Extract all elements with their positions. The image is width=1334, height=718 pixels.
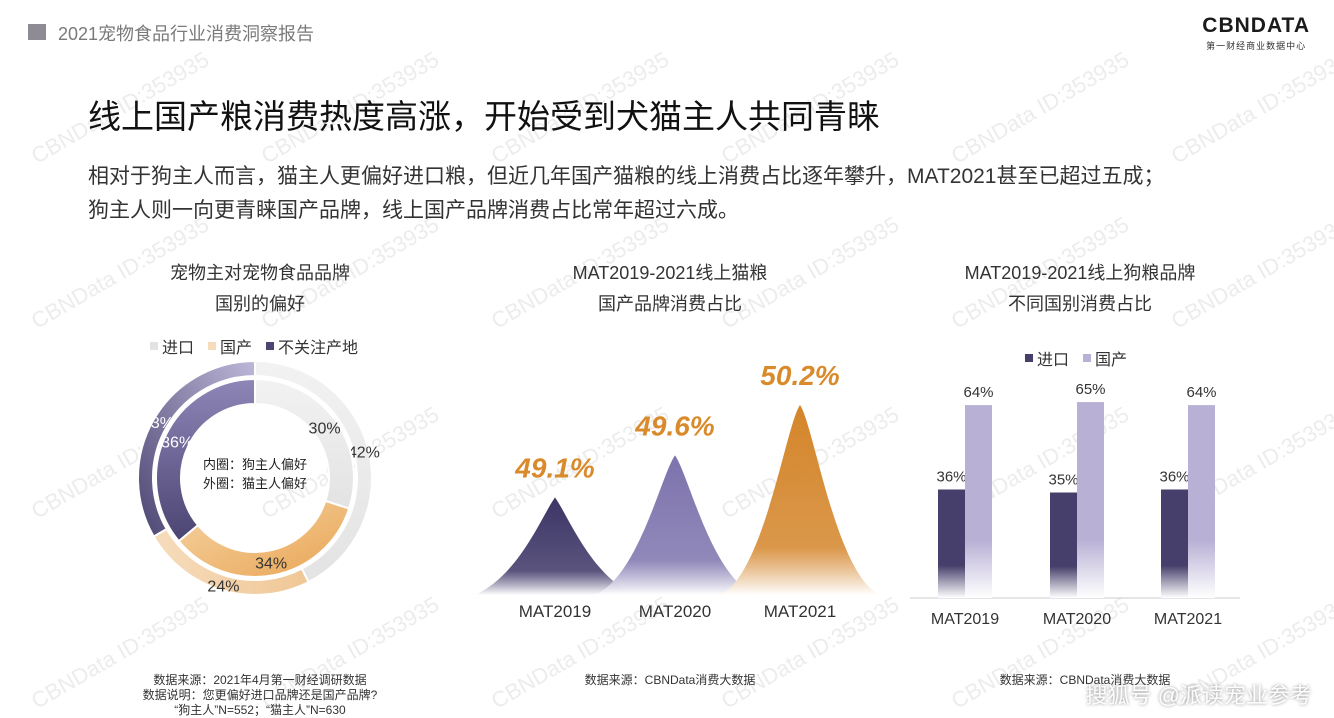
cone-value-label: 49.6% xyxy=(634,410,714,441)
cbndata-logo: CBNDATA 第一财经商业数据中心 xyxy=(1202,14,1310,52)
bar-category-label: MAT2021 xyxy=(1154,611,1222,628)
legend-swatch-import xyxy=(1025,354,1033,362)
watermark-text: CBNData ID:353935 xyxy=(946,46,1134,169)
legend-item-import: 进口 xyxy=(150,334,194,358)
title-marker xyxy=(28,24,46,40)
outer-ring-value-label-1: 24% xyxy=(207,578,239,595)
bar-category-label: MAT2020 xyxy=(1043,611,1111,628)
bar-value-label: 35% xyxy=(1048,472,1078,489)
legend-swatch-domestic xyxy=(208,342,217,350)
outer-ring-value-label-0: 42% xyxy=(348,445,380,462)
dog-title-line-1: MAT2019-2021线上狗粮品牌 xyxy=(964,263,1196,283)
legend-swatch-import xyxy=(150,342,158,350)
cat-title-line-1: MAT2019-2021线上猫粮 xyxy=(572,263,768,283)
legend-swatch-domestic xyxy=(1083,354,1092,362)
bar-value-label: 65% xyxy=(1075,381,1105,398)
cat-title-line-2: 国产品牌消费占比 xyxy=(598,294,742,314)
bar-value-label: 36% xyxy=(936,468,966,485)
donut-footnote-line-2: 数据说明：您更偏好进口品牌还是国产品牌? xyxy=(142,688,378,702)
donut-chart-title: 宠物主对宠物食品品牌 国别的偏好 xyxy=(100,258,420,320)
dog-bar-chart: 36% 64% MAT2019 35% 65% MAT2020 36% 64% MAT2021 xyxy=(910,381,1240,628)
outer-ring-slice-2 xyxy=(137,359,256,538)
subtitle-line-1: 相对于狗主人而言，猫主人更偏好进口粮，但近几年国产猫粮的线上消费占比逐年攀升，M… xyxy=(88,165,1165,188)
donut-title-line-1: 宠物主对宠物食品品牌 xyxy=(170,263,350,283)
source-tag: 搜狐号 @派读宠业参考 xyxy=(1085,683,1312,708)
page-subtitle: 相对于狗主人而言，猫主人更偏好进口粮，但近几年国产猫粮的线上消费占比逐年攀升，M… xyxy=(88,160,1288,228)
bar-进口 xyxy=(1161,489,1188,598)
legend-item-import: 进口 xyxy=(1025,346,1069,370)
bar-category-label: MAT2019 xyxy=(931,611,999,628)
donut-legend: 进口 国产 不关注产地 xyxy=(150,334,358,358)
bar-国产 xyxy=(1077,402,1104,598)
watermark-text: CBNData ID:353935 xyxy=(1166,46,1334,169)
dog-footnote: 数据来源：CBNData消费大数据 xyxy=(999,673,1171,687)
donut-center-text-2: 外圈：猫主人偏好 xyxy=(203,476,307,491)
inner-ring-value-label-2: 36% xyxy=(161,434,193,451)
cat-cone-chart: 49.1% MAT2019 49.6% MAT2020 50.2% MAT2021 xyxy=(475,360,875,621)
cone-bar-MAT2019 xyxy=(475,497,635,595)
cone-bar-MAT2020 xyxy=(595,455,755,595)
bar-国产 xyxy=(965,405,992,598)
report-title: 2021宠物食品行业消费洞察报告 xyxy=(58,24,315,44)
bar-进口 xyxy=(938,489,965,598)
legend-item-domestic: 国产 xyxy=(1083,346,1127,370)
dog-title-line-2: 不同国别消费占比 xyxy=(1008,294,1152,314)
donut-footnote-line-1: 数据来源：2021年4月第一财经调研数据 xyxy=(153,673,367,687)
dog-chart-title: MAT2019-2021线上狗粮品牌 不同国别消费占比 xyxy=(905,258,1255,320)
cone-category-label: MAT2021 xyxy=(764,602,836,621)
legend-label-nocare: 不关注产地 xyxy=(278,340,359,357)
inner-ring-value-label-1: 34% xyxy=(255,555,287,572)
legend-item-domestic: 国产 xyxy=(208,334,252,358)
logo-main-text: CBNDATA xyxy=(1202,14,1310,37)
logo-sub-text: 第一财经商业数据中心 xyxy=(1206,41,1307,51)
outer-ring-value-label-2: 33% xyxy=(142,415,174,432)
legend-swatch-nocare xyxy=(266,342,275,350)
subtitle-line-2: 狗主人则一向更青睐国产品牌，线上国产品牌消费占比常年超过六成。 xyxy=(88,199,739,222)
inner-ring-slice-2 xyxy=(155,377,256,543)
legend-label-domestic: 国产 xyxy=(1095,352,1128,369)
cat-chart-title: MAT2019-2021线上猫粮 国产品牌消费占比 xyxy=(500,258,840,320)
bar-进口 xyxy=(1050,492,1077,598)
cone-value-label: 49.1% xyxy=(514,452,594,483)
cone-value-label: 50.2% xyxy=(760,360,839,391)
bar-value-label: 64% xyxy=(963,384,993,401)
page-headline: 线上国产粮消费热度高涨，开始受到犬猫主人共同青睐 xyxy=(88,98,880,135)
donut-footnote-line-3: “狗主人”N=552；“猫主人”N=630 xyxy=(174,703,346,717)
donut-title-line-2: 国别的偏好 xyxy=(215,294,305,314)
legend-item-nocare: 不关注产地 xyxy=(266,334,358,358)
cone-bar-MAT2021 xyxy=(720,405,875,595)
dog-legend: 进口 国产 xyxy=(1025,346,1127,370)
donut-center-text-1: 内圈：狗主人偏好 xyxy=(203,457,307,472)
legend-label-domestic: 国产 xyxy=(220,340,253,357)
inner-ring-value-label-0: 30% xyxy=(309,420,341,437)
cone-category-label: MAT2019 xyxy=(519,602,591,621)
cone-category-label: MAT2020 xyxy=(639,602,711,621)
bar-value-label: 36% xyxy=(1159,468,1189,485)
legend-label-import: 进口 xyxy=(1037,352,1070,369)
bar-国产 xyxy=(1188,405,1215,598)
bar-value-label: 64% xyxy=(1186,384,1216,401)
donut-footnote: 数据来源：2021年4月第一财经调研数据 数据说明：您更偏好进口品牌还是国产品牌… xyxy=(70,673,450,718)
legend-label-import: 进口 xyxy=(162,340,195,357)
cat-footnote: 数据来源：CBNData消费大数据 xyxy=(584,673,756,687)
